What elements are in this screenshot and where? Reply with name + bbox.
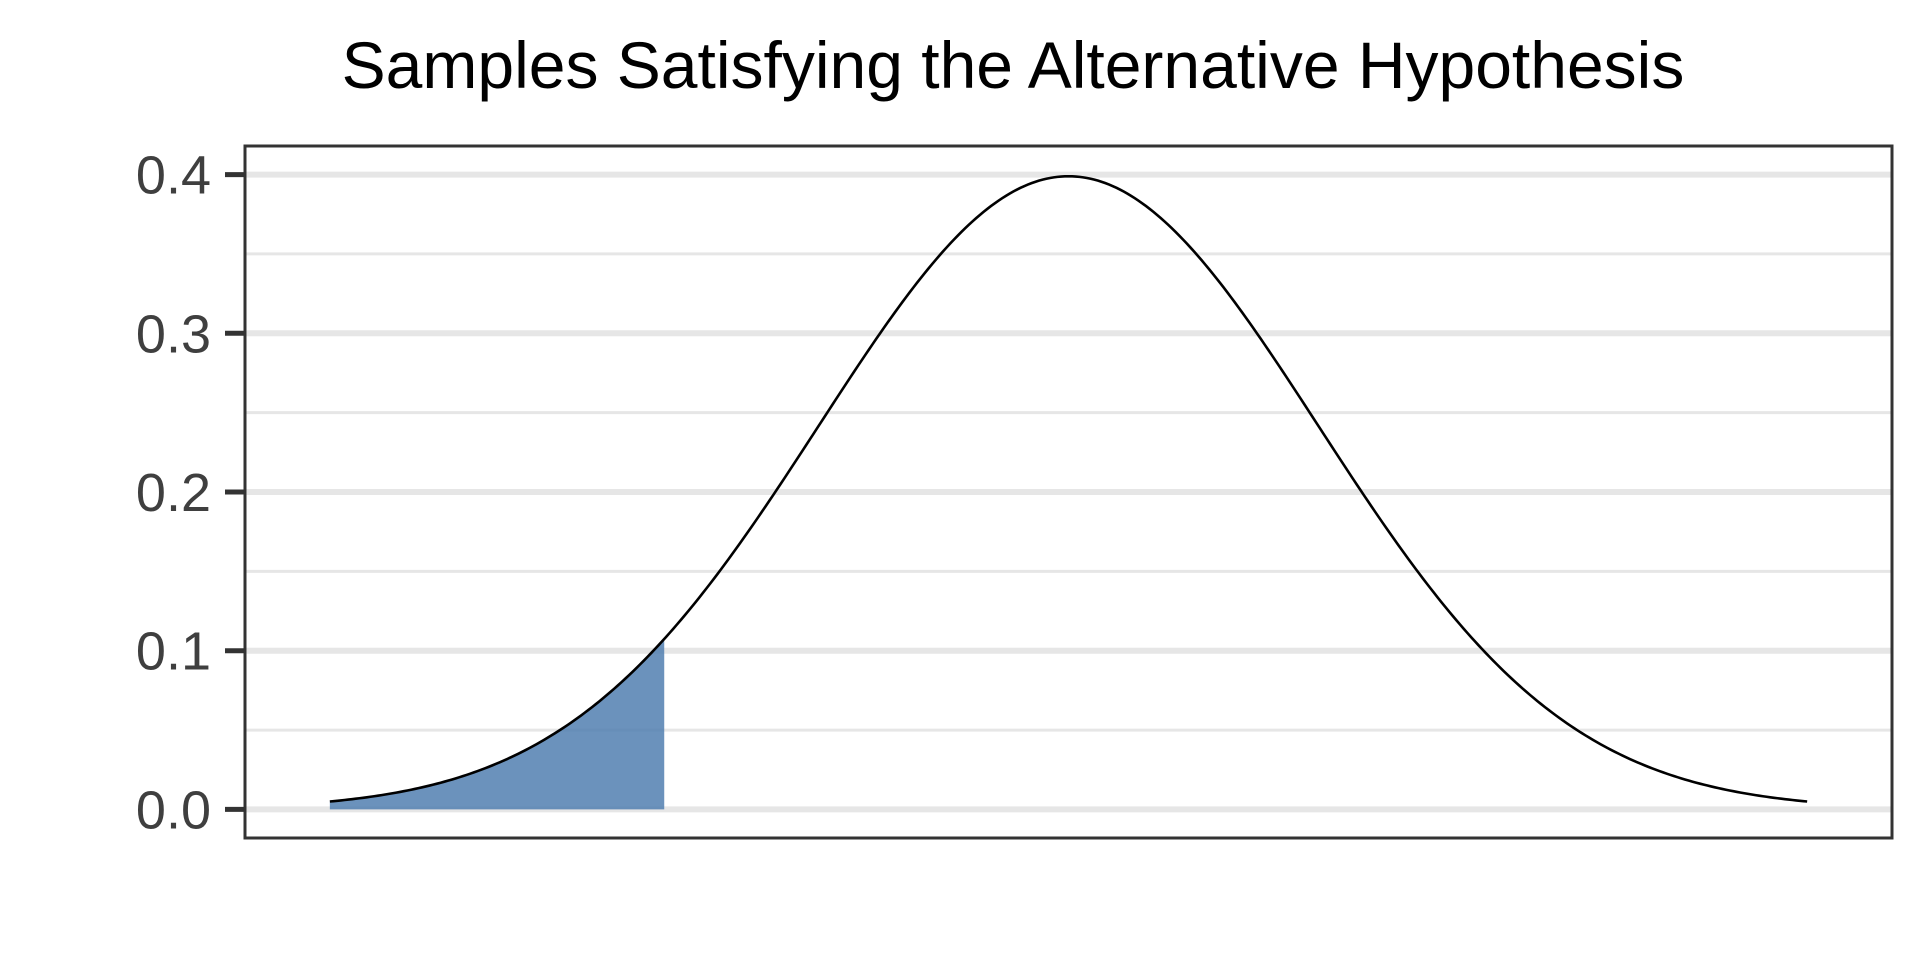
grid — [245, 171, 1892, 813]
y-tick-label: 0.3 — [136, 304, 211, 364]
shaded-tail-area — [329, 638, 665, 810]
y-axis: 0.0 0.1 0.2 0.3 0.4 — [136, 146, 245, 840]
y-tick-label: 0.2 — [136, 463, 211, 523]
density-curve — [329, 174, 1808, 803]
y-tick-label: 0.0 — [136, 780, 211, 840]
chart-title: Samples Satisfying the Alternative Hypot… — [342, 28, 1685, 102]
plot-area — [329, 174, 1808, 810]
y-tick-label: 0.1 — [136, 622, 211, 682]
y-tick-label: 0.4 — [136, 146, 211, 206]
